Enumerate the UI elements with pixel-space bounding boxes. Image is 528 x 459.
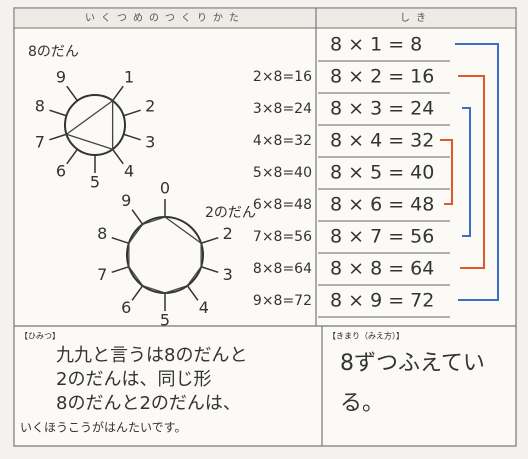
side-note: 2×8=16: [253, 69, 312, 85]
rule-line: る。: [340, 391, 384, 416]
spoke: [200, 266, 219, 274]
diagram-number: 7: [35, 132, 45, 151]
diagram-number: 4: [199, 298, 209, 317]
outer-frame: [13, 7, 517, 447]
diagram-number: 5: [90, 173, 100, 192]
diagram-number: 7: [97, 265, 107, 284]
content: いくつめのつくりかた しき8のだん1234567892のだん0234567898 …: [20, 12, 485, 435]
spoke: [200, 236, 219, 244]
equation: 8 × 8 = 64: [330, 258, 434, 280]
equation: 8 × 4 = 32: [330, 130, 434, 152]
diagram-number: 3: [223, 265, 233, 284]
diagram-title: 8のだん: [28, 44, 79, 60]
diagram-number: 3: [145, 132, 155, 151]
orange-bracket: [458, 75, 485, 269]
diagram-number: 1: [124, 68, 134, 87]
diagram-number: 8: [97, 224, 107, 243]
equation: 8 × 7 = 56: [330, 226, 434, 248]
header-left: いくつめのつくりかた: [85, 12, 245, 24]
spoke: [112, 148, 124, 165]
section-title: 【きまり（みえ方）】: [328, 331, 404, 341]
equation: 8 × 9 = 72: [330, 290, 434, 312]
diagram-chords: [65, 99, 114, 151]
secret-line: いくほうこうがはんたいです。: [20, 420, 186, 435]
equation: 8 × 5 = 40: [330, 162, 434, 184]
spoke: [66, 85, 78, 102]
spoke: [111, 266, 130, 274]
rule-line: 8ずつふえてい: [340, 351, 485, 376]
side-note: 5×8=40: [253, 165, 312, 181]
diagram-number: 2: [223, 224, 233, 243]
side-note: 9×8=72: [253, 293, 312, 309]
side-note: 4×8=32: [253, 133, 312, 149]
blue-bracket: [455, 43, 499, 301]
diagram-number: 6: [121, 298, 131, 317]
side-note: 8×8=64: [253, 261, 312, 277]
secret-line: 8のだんと2のだんは、: [56, 393, 241, 414]
header-right: しき: [400, 12, 432, 24]
diagram-number: 8: [35, 97, 45, 116]
side-note: 3×8=24: [253, 101, 312, 117]
spoke: [131, 209, 144, 225]
secret-line: 九九と言うは8のだんと: [56, 345, 247, 366]
spoke: [123, 109, 141, 117]
diagram-number: 4: [124, 161, 134, 180]
spoke: [66, 148, 78, 165]
spoke: [131, 285, 144, 301]
diagram-number: 9: [121, 191, 131, 210]
diagram-title: 2のだん: [205, 205, 256, 221]
equation: 8 × 6 = 48: [330, 194, 434, 216]
diagram-chords: [128, 216, 202, 294]
diagram-number: 0: [160, 179, 170, 198]
blue-bracket: [462, 107, 471, 237]
secret-line: 2のだんは、同じ形: [56, 369, 211, 390]
section-title: 【ひみつ】: [20, 332, 60, 341]
equation: 8 × 3 = 24: [330, 98, 434, 120]
equation: 8 × 1 = 8: [330, 34, 422, 56]
side-note: 7×8=56: [253, 229, 312, 245]
spoke: [123, 133, 141, 141]
equation: 8 × 2 = 16: [330, 66, 434, 88]
spoke: [49, 109, 67, 117]
spoke: [186, 285, 199, 301]
spoke: [112, 85, 124, 102]
diagram-number: 9: [56, 68, 66, 87]
side-note: 6×8=48: [253, 197, 312, 213]
spoke: [111, 236, 130, 244]
orange-bracket: [440, 139, 453, 205]
header-row: [13, 7, 517, 29]
spoke: [49, 133, 67, 141]
diagram-number: 6: [56, 161, 66, 180]
diagram-number: 2: [145, 97, 155, 116]
diagram-number: 5: [160, 311, 170, 330]
